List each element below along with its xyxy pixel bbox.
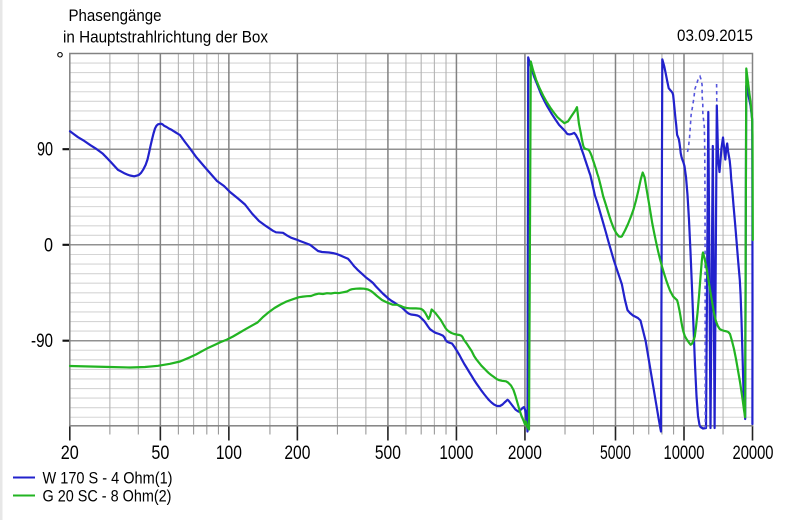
svg-text:0: 0 [44,236,53,257]
svg-text:1000: 1000 [439,443,473,464]
svg-text:50: 50 [151,443,169,464]
svg-text:100: 100 [216,443,242,464]
svg-text:2000: 2000 [508,443,542,464]
svg-text:Phasengänge: Phasengänge [69,6,162,25]
svg-text:-90: -90 [31,331,53,352]
svg-text:W 170 S - 4 Ohm(1): W 170 S - 4 Ohm(1) [43,469,173,488]
svg-text:10000: 10000 [664,443,705,464]
svg-text:in Hauptstrahlrichtung der Box: in Hauptstrahlrichtung der Box [63,28,268,47]
svg-text:5000: 5000 [600,443,631,464]
svg-text:20: 20 [61,443,79,464]
svg-text:03.09.2015: 03.09.2015 [677,26,753,45]
svg-text:G 20 SC - 8 Ohm(2): G 20 SC - 8 Ohm(2) [43,487,172,506]
svg-text:20000: 20000 [733,443,774,464]
svg-text:90: 90 [37,140,53,161]
svg-text:200: 200 [284,443,310,464]
svg-text:°: ° [56,49,64,71]
svg-text:500: 500 [375,443,401,464]
